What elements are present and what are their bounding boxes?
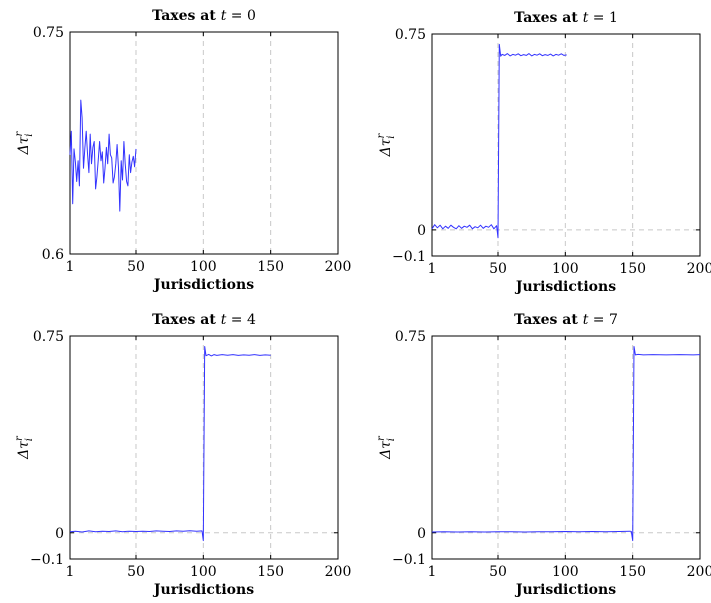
y-axis-label-sub: i: [24, 438, 35, 441]
y-axis-label: Δτri: [376, 435, 397, 460]
x-tick-label: 100: [552, 564, 579, 580]
plot-frame: [69, 31, 339, 255]
y-tick-label: −0.1: [392, 249, 426, 265]
x-axis-label: Jurisdictions: [514, 582, 616, 598]
series-line-0: [431, 43, 567, 239]
y-tick-label: 0.6: [42, 247, 64, 263]
x-tick-label: 50: [127, 259, 145, 275]
chart-title-prefix: Taxes at: [514, 312, 583, 328]
chart-title-var: t: [221, 312, 227, 328]
x-tick-label: 200: [687, 564, 711, 580]
plot-frame: [431, 335, 701, 560]
y-tick-label: −0.1: [392, 552, 426, 568]
x-tick-label: 150: [619, 261, 646, 277]
x-tick-label: 1: [428, 261, 437, 277]
chart-title-prefix: Taxes at: [514, 10, 583, 26]
x-tick-label: 150: [257, 564, 284, 580]
y-axis-label-sub: i: [386, 438, 397, 441]
series-line-0: [69, 346, 271, 542]
chart-title-suffix: = 0: [226, 8, 256, 24]
y-axis-label-sub: i: [386, 135, 397, 138]
y-tick-label: 0: [417, 526, 426, 542]
y-tick-label: 0: [417, 223, 426, 239]
y-axis-label-main: Δτ: [16, 136, 32, 155]
chart-panel-2: Taxes at t = 41 50 100 150 200−0.100.75Juris…: [14, 312, 351, 598]
y-axis-label-super: r: [376, 435, 387, 441]
chart-title-prefix: Taxes at: [152, 312, 221, 328]
y-tick-label: 0.75: [33, 329, 64, 345]
y-axis-label: Δτri: [14, 130, 35, 155]
plot-frame: [431, 33, 701, 257]
x-tick-label: 50: [127, 564, 145, 580]
x-tick-label: 1: [66, 259, 75, 275]
x-axis-label: Jurisdictions: [152, 582, 254, 598]
y-tick-label: 0.75: [33, 25, 64, 41]
y-axis-label: Δτri: [376, 132, 397, 157]
series-line-0: [431, 346, 701, 542]
chart-title-prefix: Taxes at: [152, 8, 221, 24]
x-tick-label: 100: [190, 259, 217, 275]
chart-title-suffix: = 4: [226, 312, 256, 328]
y-axis-label-super: r: [14, 435, 25, 441]
x-tick-label: 100: [190, 564, 217, 580]
chart-title: Taxes at t = 0: [152, 8, 256, 24]
chart-title-var: t: [221, 8, 227, 24]
chart-title-var: t: [583, 10, 589, 26]
y-axis-label-super: r: [376, 132, 387, 138]
chart-panel-3: Taxes at t = 71 50 100 150 200−0.100.75Juris…: [376, 312, 711, 598]
y-axis-label-main: Δτ: [378, 441, 394, 460]
y-axis-label-super: r: [14, 130, 25, 136]
y-axis-label: Δτri: [14, 435, 35, 460]
x-tick-label: 1: [66, 564, 75, 580]
plot-frame: [69, 335, 339, 560]
chart-title-var: t: [583, 312, 589, 328]
y-tick-label: 0: [55, 526, 64, 542]
x-tick-label: 100: [552, 261, 579, 277]
y-axis-label-sub: i: [24, 133, 35, 136]
y-tick-label: −0.1: [30, 552, 64, 568]
series-line-0: [69, 99, 137, 212]
x-tick-label: 200: [325, 259, 352, 275]
chart-panel-1: Taxes at t = 11 50 100 150 200−0.100.75Juris…: [376, 10, 711, 295]
x-tick-label: 1: [428, 564, 437, 580]
x-axis-label: Jurisdictions: [514, 279, 616, 295]
chart-title-suffix: = 7: [588, 312, 618, 328]
chart-title-suffix: = 1: [588, 10, 618, 26]
x-tick-label: 200: [325, 564, 352, 580]
y-axis-label-main: Δτ: [16, 441, 32, 460]
x-axis-label: Jurisdictions: [152, 277, 254, 293]
x-tick-label: 150: [619, 564, 646, 580]
chart-title: Taxes at t = 7: [514, 312, 618, 328]
x-tick-label: 50: [489, 261, 507, 277]
y-axis-label-main: Δτ: [378, 138, 394, 157]
chart-title: Taxes at t = 1: [514, 10, 618, 26]
y-tick-label: 0.75: [395, 27, 426, 43]
y-tick-label: 0.75: [395, 329, 426, 345]
x-tick-label: 150: [257, 259, 284, 275]
x-tick-label: 200: [687, 261, 711, 277]
chart-title: Taxes at t = 4: [152, 312, 256, 328]
x-tick-label: 50: [489, 564, 507, 580]
chart-panel-0: Taxes at t = 01 50 100 150 2000.60.75Jurisdi…: [14, 8, 351, 293]
